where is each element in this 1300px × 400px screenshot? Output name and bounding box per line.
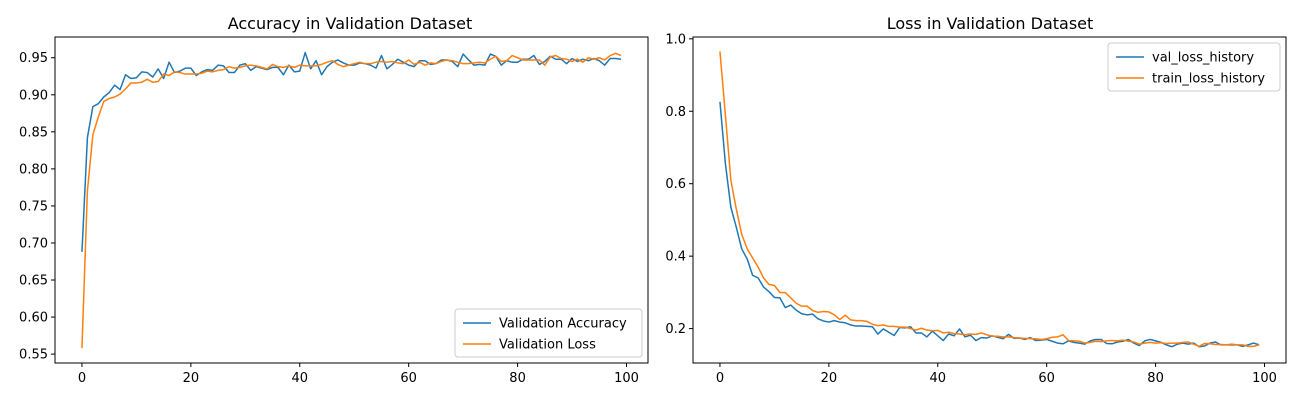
- y-tick-label: 0.60: [19, 311, 48, 326]
- series-line-validation-accuracy: [81, 51, 622, 252]
- x-tick-label: 0: [716, 371, 724, 386]
- chart-title: Loss in Validation Dataset: [887, 14, 1094, 33]
- chart-title: Accuracy in Validation Dataset: [228, 14, 473, 33]
- y-tick-label: 1.0: [665, 32, 686, 47]
- legend: val_loss_history train_loss_history: [1107, 42, 1281, 92]
- x-tick-label: 60: [400, 371, 417, 386]
- y-tick-label: 0.80: [19, 162, 48, 177]
- plot-frame: [54, 36, 649, 364]
- y-ticks: 0.55 0.60 0.65 0.70 0.75 0.80 0.85 0.90 0.95: [19, 51, 55, 363]
- legend-label: Validation Loss: [499, 338, 596, 353]
- legend-label: Validation Accuracy: [499, 317, 627, 332]
- series-line-val-loss-history: [719, 101, 1260, 348]
- y-tick-label: 0.55: [19, 348, 48, 363]
- legend-box: [1107, 42, 1281, 92]
- loss-chart: Loss in Validation Dataset 0.2 0.4 0.6 0.8 1…: [665, 14, 1287, 386]
- legend-box: [454, 308, 643, 358]
- x-ticks: 0 20 40 60 80 100: [716, 363, 1277, 386]
- x-tick-label: 80: [1147, 371, 1164, 386]
- series-lines: [81, 51, 622, 349]
- accuracy-chart: Accuracy in Validation Dataset 0.550.600…: [19, 14, 649, 386]
- series-lines: [719, 51, 1260, 348]
- legend: Validation Accuracy Validation Loss: [454, 308, 643, 358]
- y-tick-label: 0.6: [665, 177, 686, 192]
- x-ticks: 0 20 40 60 80 100: [78, 363, 639, 386]
- legend-label: val_loss_history: [1152, 51, 1254, 66]
- y-tick-label: 0.4: [665, 250, 686, 265]
- y-tick-label: 0.70: [19, 236, 48, 251]
- y-tick-label: 0.85: [19, 125, 48, 140]
- x-tick-label: 40: [291, 371, 308, 386]
- legend-label: train_loss_history: [1152, 72, 1265, 87]
- x-tick-label: 60: [1038, 371, 1055, 386]
- x-tick-label: 20: [183, 371, 200, 386]
- x-tick-label: 80: [509, 371, 526, 386]
- y-tick-label: 0.2: [665, 322, 686, 337]
- y-tick-label: 0.75: [19, 199, 48, 214]
- x-tick-label: 40: [929, 371, 946, 386]
- x-tick-label: 0: [78, 371, 86, 386]
- y-tick-label: 0.65: [19, 274, 48, 289]
- series-line-validation-loss: [81, 52, 622, 349]
- x-tick-label: 20: [821, 371, 838, 386]
- plot-frame: [692, 36, 1287, 364]
- y-tick-label: 0.90: [19, 88, 48, 103]
- series-line-train-loss-history: [719, 51, 1260, 348]
- y-tick-label: 0.8: [665, 105, 686, 120]
- y-ticks: 0.2 0.4 0.6 0.8 1.0: [665, 32, 693, 337]
- x-tick-label: 100: [1252, 371, 1277, 386]
- x-tick-label: 100: [614, 371, 639, 386]
- y-tick-label: 0.95: [19, 51, 48, 66]
